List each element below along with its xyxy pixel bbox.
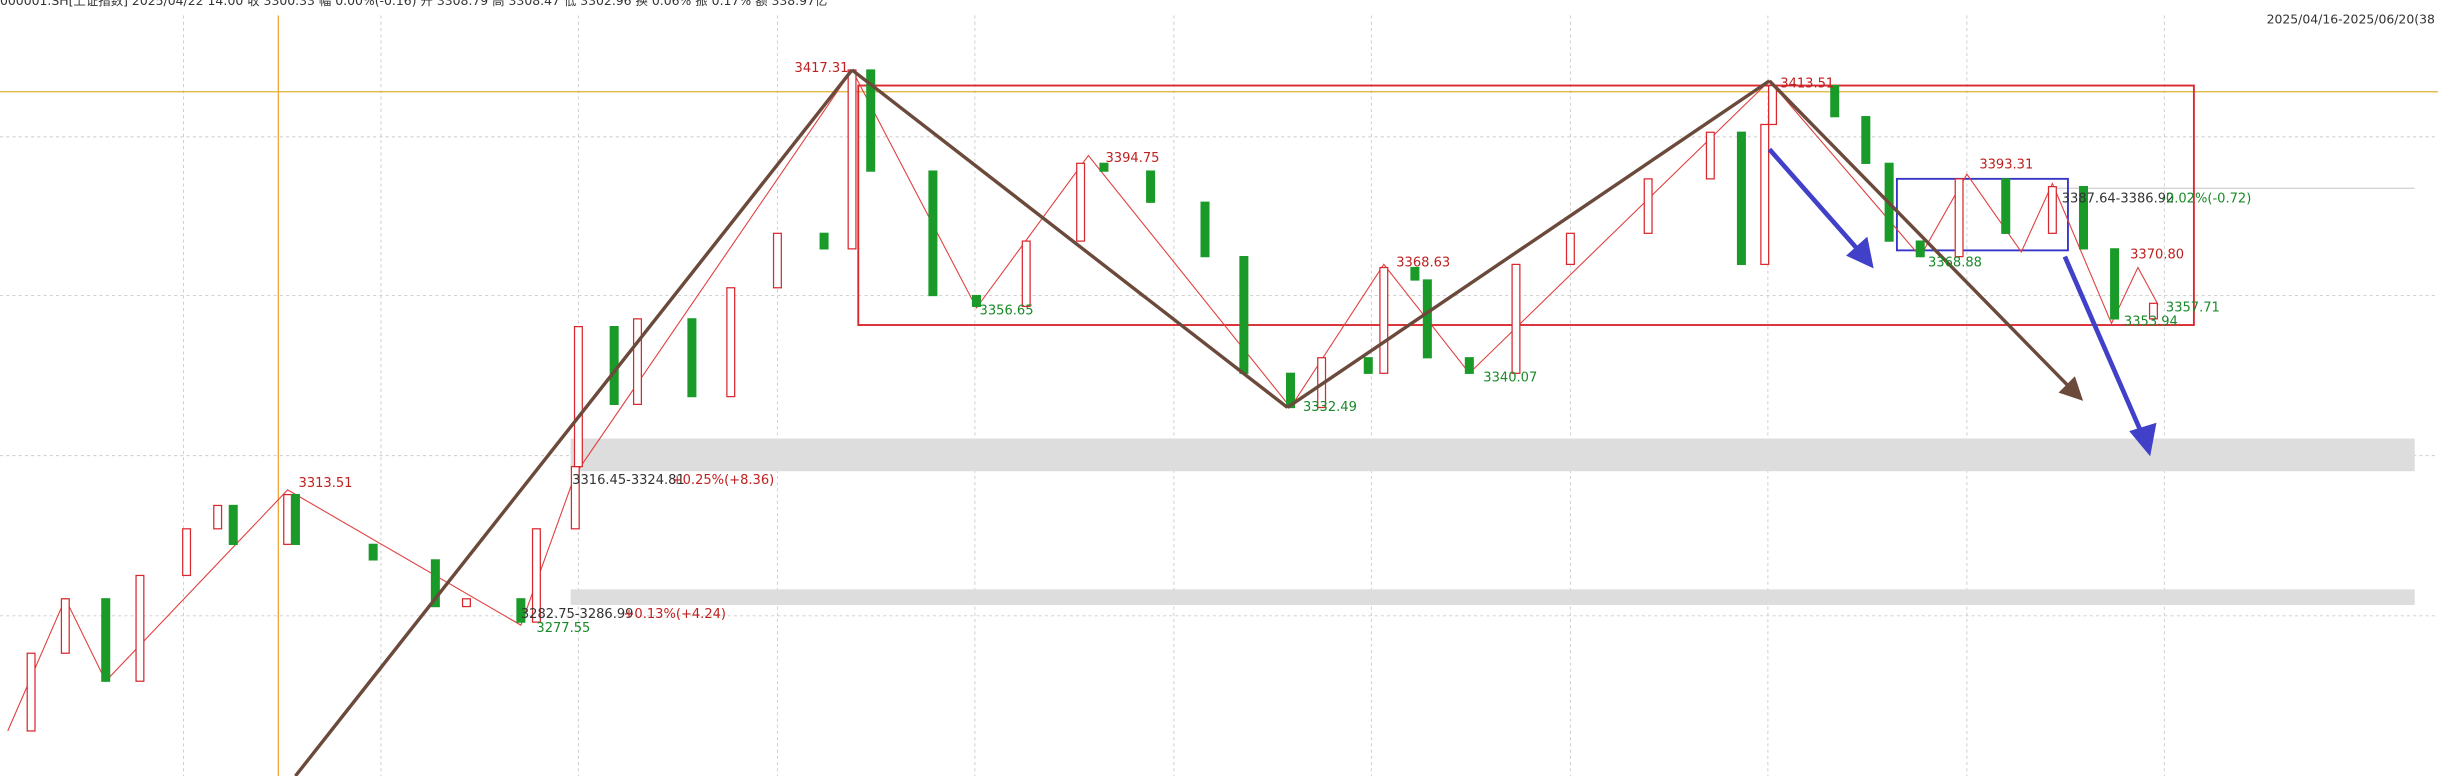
candle-body [1861,116,1871,164]
price-label: 3368.88 [1928,255,1982,270]
candle-body [1915,240,1925,258]
candle-body [1379,266,1389,374]
candle-body [1830,84,1840,118]
candle-body [1422,279,1432,359]
candle-body [1076,162,1086,242]
candle-body [1565,232,1575,266]
box [857,84,2195,326]
quote-header: 000001.SH[上证指数] 2025/04/22 14:00 收 3300.… [0,0,827,8]
price-label: 3387.64-3386.92 [2062,192,2175,207]
candle-body [687,318,697,398]
candle-body [1768,84,1778,126]
candle-body [1021,240,1031,308]
candle-body [2078,186,2089,250]
zone [570,438,2415,472]
candle-body [1705,131,1715,180]
candle-body [531,528,541,623]
price-label: 3340.07 [1483,370,1537,385]
candle-body [368,543,378,561]
candle-body [847,69,857,250]
price-label: +0.25%(+8.36) [672,473,775,488]
candle-body [1099,162,1109,172]
candle-body [726,287,736,398]
candle-body [928,170,938,297]
zigzag [7,68,2159,732]
price-label: 3356.65 [980,304,1034,319]
candle-body [1363,357,1373,374]
candle-body [1286,372,1296,409]
zone [570,589,2415,605]
annotations: 3417.31 3413.51 3394.75 3356.65 3332.49 3368.… [299,61,2252,636]
candle-body [2001,178,2011,234]
candle-body [2148,302,2158,320]
candle-body [1954,178,1964,258]
candle-body [461,598,471,608]
candle-body [772,232,782,289]
price-label: 3357.71 [2166,300,2220,315]
price-label: 3277.55 [536,621,590,636]
candle-body [26,652,36,732]
range: 2025/04/16-2025/06/20(38 [2267,12,2435,27]
price-label: -0.02%(-0.72) [2161,192,2251,207]
candle-body [1464,357,1474,374]
price-label: +0.13%(+4.24) [623,607,726,622]
candle-body [632,318,642,406]
price-label: 3353.94 [2124,314,2178,329]
candle-body [135,574,145,682]
candle-body [283,493,293,545]
candles [26,69,2158,732]
price-label: 3282.75-3286.99 [521,607,634,622]
candle-body [866,69,876,172]
candle-body [2047,186,2057,234]
price-label: 3316.45-3324.81 [572,473,685,488]
candle-body [2110,248,2120,320]
box [1895,177,2069,252]
candle-body [573,326,583,468]
price-label: 3417.31 [795,61,849,76]
candle-body [1760,123,1770,266]
candle-body [182,528,192,577]
candle-body [213,504,223,530]
price-label: 3368.63 [1396,255,1450,270]
price-label: 3313.51 [299,476,353,491]
candle-body [430,559,440,608]
candle-body [1410,266,1420,281]
candle-body [819,232,829,250]
price-label: 3413.51 [1780,76,1834,91]
candle-body [228,504,238,545]
candle-body [290,493,300,545]
price-label: 3332.49 [1303,400,1357,415]
price-label: 3370.80 [2130,248,2184,263]
candle-body [971,294,981,308]
candle-body [1200,201,1210,258]
candle-body [1736,131,1746,266]
candle-body [1643,178,1653,234]
candle-body [1146,170,1156,203]
candle-body [101,598,111,682]
price-label: 3393.31 [1979,157,2033,172]
candle-body [516,598,526,623]
candle-body [60,598,70,654]
forecast-arrows [1767,147,2157,457]
candle-body [1239,256,1249,374]
trend-arrows [294,68,2084,776]
candle-body [1511,263,1521,374]
price-label: 3394.75 [1105,151,1159,166]
